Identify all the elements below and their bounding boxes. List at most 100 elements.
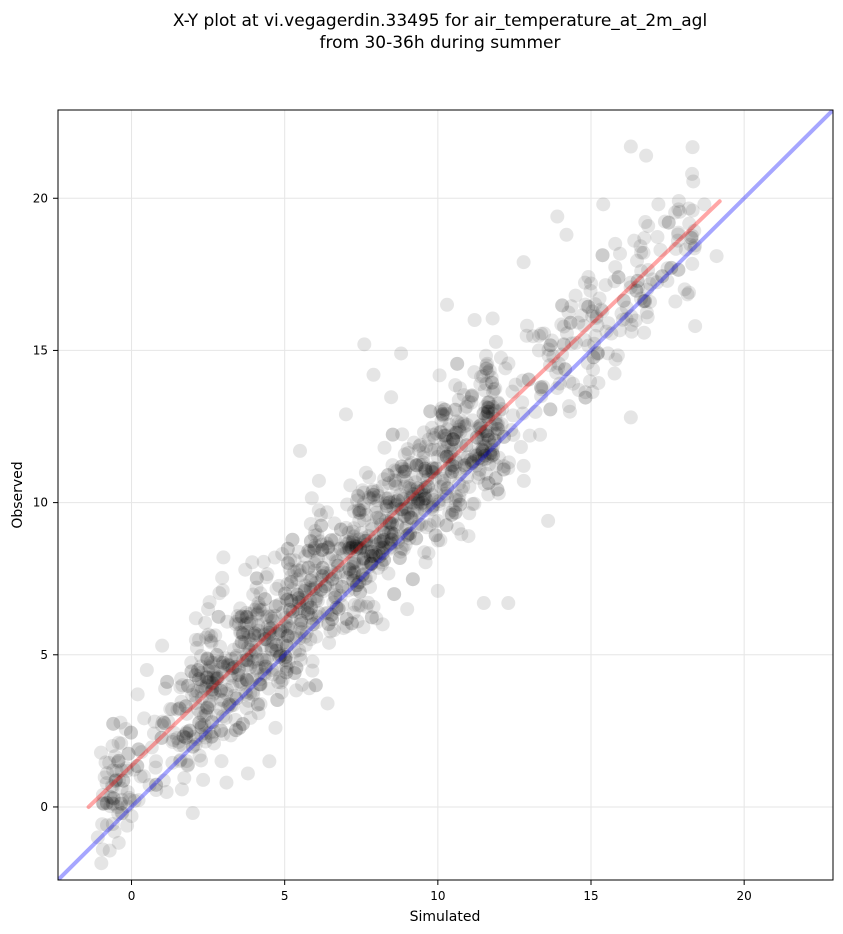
scatter-point <box>200 652 215 667</box>
scatter-point <box>449 425 464 440</box>
scatter-point <box>116 773 131 788</box>
scatter-point <box>328 590 343 605</box>
scatter-point <box>402 478 417 493</box>
scatter-point <box>563 315 578 330</box>
scatter-point <box>303 534 318 549</box>
scatter-point <box>341 583 356 598</box>
scatter-point <box>170 731 185 746</box>
scatter-point <box>106 791 121 806</box>
scatter-point <box>239 647 254 662</box>
scatter-point <box>385 529 400 544</box>
scatter-point <box>346 537 361 552</box>
scatter-point <box>193 649 208 664</box>
scatter-point <box>394 502 409 517</box>
scatter-point <box>492 404 507 419</box>
scatter-point <box>481 410 496 425</box>
scatter-point <box>362 470 377 485</box>
scatter-point <box>275 623 290 638</box>
scatter-point <box>418 555 433 570</box>
scatter-point <box>515 406 530 421</box>
scatter-point <box>651 197 666 212</box>
scatter-point <box>206 664 221 679</box>
scatter-point <box>179 726 194 741</box>
scatter-point <box>375 546 390 561</box>
scatter-point <box>410 481 425 496</box>
scatter-point <box>384 526 399 541</box>
scatter-point <box>356 551 371 566</box>
scatter-point <box>345 535 360 550</box>
scatter-point <box>265 667 280 682</box>
scatter-point <box>430 442 445 457</box>
scatter-point <box>350 540 365 555</box>
scatter-point <box>284 575 299 590</box>
scatter-point <box>481 401 496 416</box>
scatter-point <box>377 440 392 455</box>
scatter-point <box>300 606 315 621</box>
scatter-point <box>564 336 579 351</box>
scatter-point <box>236 627 251 642</box>
scatter-point <box>329 576 344 591</box>
scatter-point <box>685 228 700 243</box>
scatter-point <box>340 570 355 585</box>
scatter-point <box>386 501 401 516</box>
scatter-point <box>188 611 203 626</box>
scatter-point <box>490 421 505 436</box>
regression-line <box>86 199 722 809</box>
scatter-point <box>280 592 295 607</box>
scatter-point <box>289 630 304 645</box>
scatter-point <box>178 699 193 714</box>
scatter-point <box>668 205 683 220</box>
scatter-point <box>446 432 461 447</box>
scatter-point <box>293 568 308 583</box>
scatter-point <box>294 613 309 628</box>
scatter-point <box>228 723 243 738</box>
scatter-point <box>628 313 643 328</box>
scatter-point <box>388 474 403 489</box>
scatter-point <box>205 687 220 702</box>
scatter-point <box>650 229 665 244</box>
scatter-point <box>541 348 556 363</box>
scatter-point <box>258 659 273 674</box>
scatter-point <box>457 458 472 473</box>
scatter-point <box>309 615 324 630</box>
scatter-point <box>479 424 494 439</box>
scatter-point <box>426 461 441 476</box>
scatter-point <box>271 627 286 642</box>
scatter-point <box>235 716 250 731</box>
scatter-point <box>207 679 222 694</box>
scatter-point <box>356 531 371 546</box>
scatter-point <box>402 480 417 495</box>
scatter-point <box>406 495 421 510</box>
scatter-point <box>387 473 402 488</box>
scatter-point <box>99 796 114 811</box>
scatter-point <box>418 463 433 478</box>
scatter-point <box>358 571 373 586</box>
scatter-point <box>114 806 129 821</box>
scatter-point <box>292 595 307 610</box>
scatter-point <box>324 533 339 548</box>
scatter-point <box>480 365 495 380</box>
scatter-point <box>411 516 426 531</box>
scatter-point <box>357 533 372 548</box>
scatter-point <box>307 543 322 558</box>
scatter-point <box>542 358 557 373</box>
scatter-point <box>342 535 357 550</box>
scatter-point <box>366 490 381 505</box>
scatter-point <box>623 275 638 290</box>
scatter-point <box>614 306 629 321</box>
scatter-point <box>680 287 695 302</box>
scatter-point <box>443 445 458 460</box>
scatter-point <box>320 540 335 555</box>
scatter-point <box>133 769 148 784</box>
scatter-point <box>359 533 374 548</box>
scatter-point <box>633 239 648 254</box>
scatter-point <box>292 643 307 658</box>
scatter-point <box>106 796 121 811</box>
scatter-point <box>111 753 126 768</box>
scatter-point <box>491 395 506 410</box>
scatter-point <box>584 276 599 291</box>
scatter-point <box>273 623 288 638</box>
scatter-point <box>481 405 496 420</box>
scatter-point <box>697 197 712 212</box>
scatter-point <box>464 456 479 471</box>
